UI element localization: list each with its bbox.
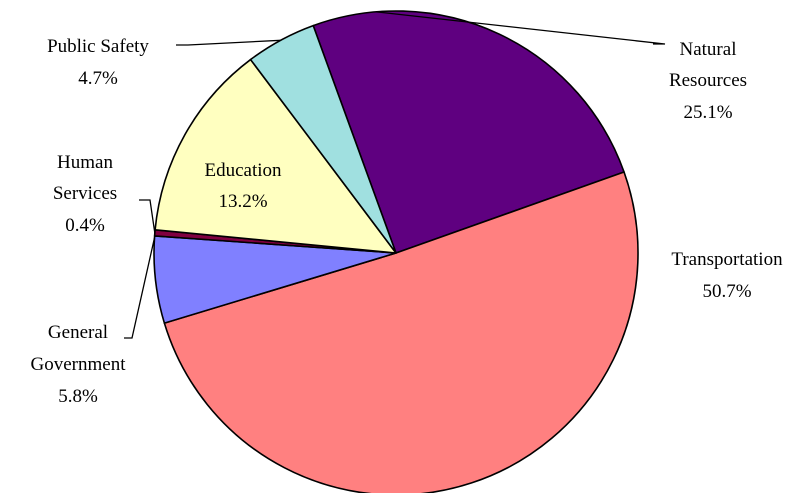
pie-slice-natural-resources (312, 10, 625, 254)
label-human-services-pct: 0.4% (65, 215, 105, 236)
label-general-government: General Government 5.8% (31, 322, 127, 407)
label-public-safety: Public Safety 4.7% (47, 36, 149, 89)
leader-lines (124, 11, 666, 339)
pie-slice-transportation (163, 171, 639, 493)
label-transportation-line1: Transportation (671, 249, 783, 270)
leader-human-services (139, 199, 156, 233)
label-general-government-line1: General (48, 322, 108, 343)
label-public-safety-line1: Public Safety (47, 36, 149, 57)
label-natural-resources-line1: Natural (680, 39, 737, 60)
label-education-pct: 13.2% (218, 191, 267, 212)
label-transportation-pct: 50.7% (702, 281, 751, 302)
leader-general-government (124, 237, 156, 339)
label-public-safety-pct: 4.7% (78, 68, 118, 89)
label-human-services-line2: Services (53, 183, 117, 204)
label-natural-resources: Natural Resources 25.1% (669, 39, 747, 123)
label-natural-resources-line2: Resources (669, 70, 747, 91)
label-general-government-line2: Government (31, 354, 127, 375)
leader-public-safety (176, 39, 281, 46)
pie-slice-public-safety (249, 24, 397, 254)
label-general-government-pct: 5.8% (58, 386, 98, 407)
label-natural-resources-pct: 25.1% (683, 102, 732, 123)
label-transportation: Transportation 50.7% (671, 249, 783, 302)
pie-slice-education (154, 58, 397, 254)
label-education-line1: Education (204, 160, 282, 181)
label-education: Education 13.2% (204, 160, 282, 212)
label-human-services-line1: Human (57, 152, 113, 173)
label-human-services: Human Services 0.4% (53, 152, 117, 236)
pie-slices (153, 10, 639, 493)
leader-natural-resources (375, 11, 666, 45)
